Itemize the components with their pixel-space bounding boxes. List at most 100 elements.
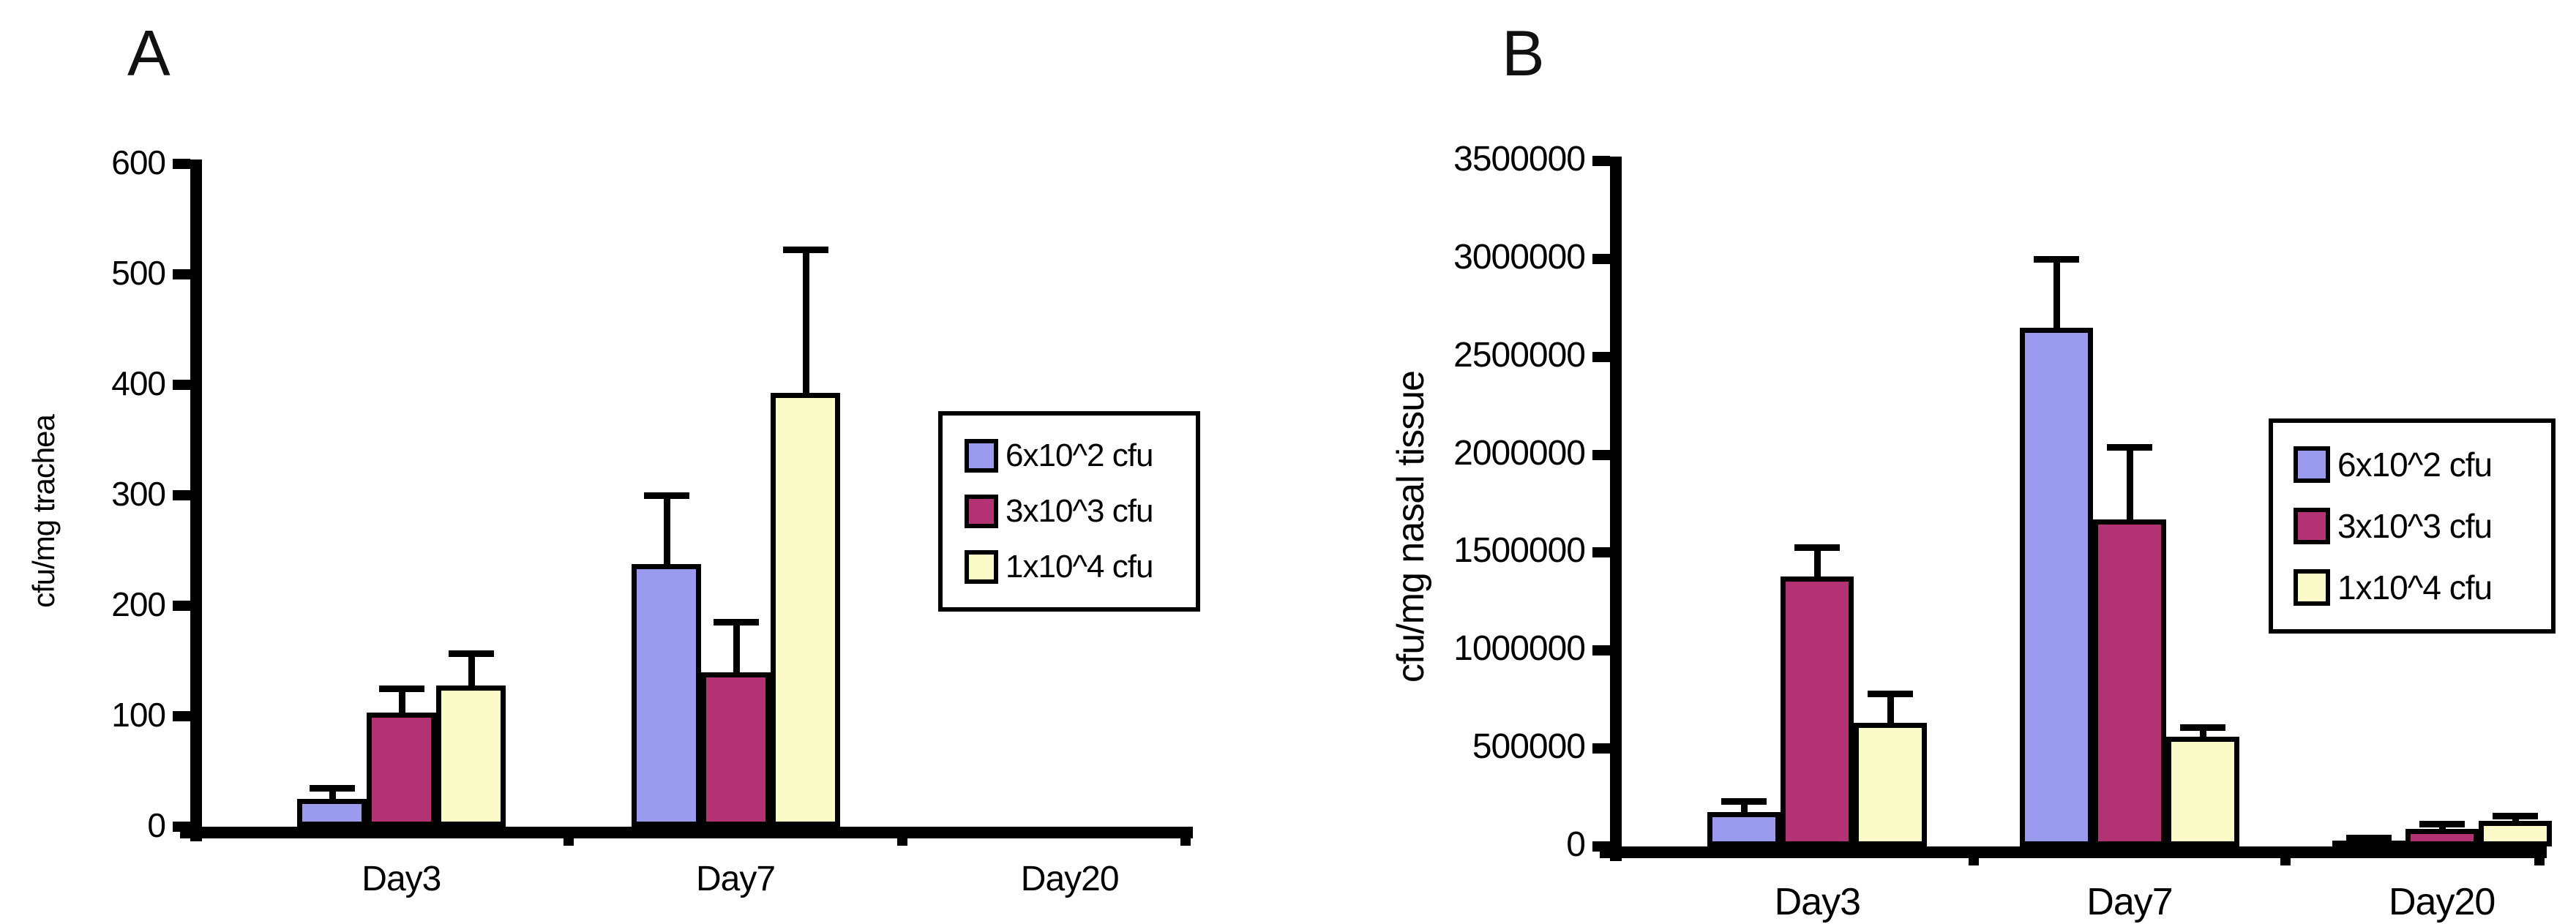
panel-letter: A (127, 17, 171, 89)
y-tick-mark (173, 601, 190, 611)
x-tick-mark (897, 827, 908, 846)
bar-day7-series3 (771, 393, 840, 827)
bar-day7-series1 (632, 564, 701, 827)
y-tick-mark (1592, 450, 1610, 460)
legend-label: 1x10^4 cfu (1006, 549, 1153, 585)
x-tick-mark (2534, 846, 2545, 865)
y-tick-label: 500 (111, 254, 166, 293)
error-bar-cap (714, 619, 759, 626)
error-bar-cap (644, 492, 689, 499)
legend-label: 6x10^2 cfu (2337, 446, 2493, 484)
error-bar-stem (733, 622, 740, 672)
error-bar-cap (2034, 256, 2079, 263)
y-tick-mark (173, 269, 190, 279)
bar-day3-series2 (1781, 576, 1854, 846)
legend-label: 3x10^3 cfu (1006, 493, 1153, 529)
y-axis (190, 159, 202, 841)
bar-day7-series2 (701, 672, 771, 827)
error-bar-stem (399, 688, 405, 713)
error-bar-stem (2127, 447, 2133, 519)
y-tick-label: 1000000 (1453, 629, 1586, 669)
legend-item: 1x10^4 cfu (2294, 568, 2531, 607)
y-tick-mark (1592, 841, 1610, 852)
legend-item: 1x10^4 cfu (965, 549, 1174, 585)
y-axis (1610, 157, 1622, 861)
y-tick-mark (173, 159, 190, 169)
y-tick-label: 100 (111, 696, 166, 735)
y-tick-mark (173, 380, 190, 390)
error-bar-stem (803, 249, 809, 393)
category-label: Day7 (2086, 881, 2173, 923)
legend-label: 1x10^4 cfu (2337, 568, 2493, 606)
legend: 6x10^2 cfu 3x10^3 cfu 1x10^4 cfu (2269, 418, 2556, 634)
error-bar-cap (2419, 821, 2465, 827)
error-bar-cap (379, 686, 424, 692)
error-bar-stem (468, 653, 475, 686)
error-bar-stem (1814, 547, 1821, 576)
x-axis (1600, 846, 2547, 858)
panel-letter: B (1502, 17, 1545, 89)
y-tick-mark (1592, 547, 1610, 557)
error-bar-cap (1794, 544, 1840, 551)
legend-swatch (965, 439, 998, 473)
y-tick-mark (1592, 743, 1610, 754)
y-tick-mark (1592, 156, 1610, 166)
error-bar-cap (2346, 835, 2392, 841)
bar-day7-series3 (2166, 737, 2239, 846)
error-bar-stem (1741, 801, 1748, 812)
y-tick-label: 400 (111, 364, 166, 403)
y-tick-mark (1592, 254, 1610, 264)
legend-swatch (2294, 569, 2330, 606)
bar-day3-series1 (297, 799, 367, 827)
legend-item: 3x10^3 cfu (965, 493, 1174, 530)
legend-label: 3x10^3 cfu (2337, 507, 2493, 545)
y-tick-label: 0 (147, 806, 166, 845)
bar-day20-series1 (2332, 841, 2405, 851)
y-tick-label: 3500000 (1453, 140, 1586, 179)
category-label: Day20 (2389, 881, 2496, 923)
y-tick-label: 1500000 (1453, 531, 1586, 571)
x-axis (180, 827, 1193, 838)
error-bar-stem (2200, 727, 2206, 737)
plot-area: 3500000 3000000 2500000 2000000 1500000 10000… (1453, 140, 2552, 923)
y-tick-label: 2000000 (1453, 434, 1586, 473)
category-label: Day3 (1774, 881, 1861, 923)
category-label: Day20 (1020, 860, 1120, 898)
y-tick-mark (1592, 352, 1610, 362)
y-tick-label: 3000000 (1453, 238, 1586, 277)
legend-label: 6x10^2 cfu (1006, 437, 1153, 473)
bar-day7-series2 (2093, 519, 2166, 846)
bar-day3-series3 (436, 686, 506, 827)
error-bar-cap (2107, 444, 2152, 451)
plot-area: 600 500 400 300 200 100 0 Day3 Day7 Day20 (111, 143, 1193, 898)
x-tick-mark (1180, 827, 1191, 846)
legend: 6x10^2 cfu 3x10^3 cfu 1x10^4 cfu (938, 411, 1200, 612)
x-tick-mark (2280, 846, 2291, 865)
error-bar-cap (1721, 798, 1767, 805)
error-bar-cap (310, 785, 355, 792)
y-tick-label: 0 (1566, 825, 1586, 865)
legend-item: 6x10^2 cfu (965, 437, 1174, 474)
error-bar-cap (2180, 724, 2225, 731)
error-bar-stem (1887, 694, 1894, 723)
y-tick-label: 500000 (1472, 727, 1586, 767)
y-tick-label: 200 (111, 585, 166, 624)
bar-day3-series2 (367, 713, 436, 827)
legend-swatch (965, 550, 998, 584)
error-bar-stem (2053, 259, 2060, 328)
legend-swatch (965, 495, 998, 528)
legend-item: 6x10^2 cfu (2294, 445, 2531, 484)
y-tick-mark (173, 711, 190, 721)
category-label: Day7 (695, 860, 776, 898)
bar-day3-series1 (1707, 812, 1781, 846)
y-tick-label: 2500000 (1453, 336, 1586, 375)
y-tick-mark (173, 822, 190, 832)
legend-swatch (2294, 508, 2330, 544)
legend-swatch (2294, 446, 2330, 483)
error-bar-cap (449, 650, 494, 657)
legend-item: 3x10^3 cfu (2294, 506, 2531, 546)
x-tick-mark (1968, 846, 1979, 865)
category-label: Day3 (362, 860, 441, 898)
